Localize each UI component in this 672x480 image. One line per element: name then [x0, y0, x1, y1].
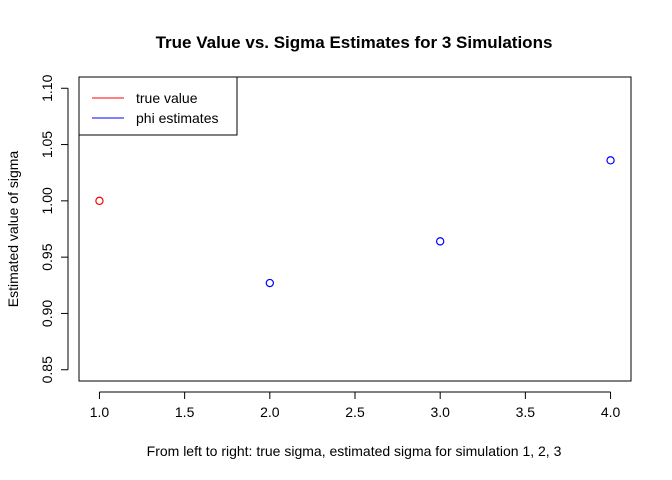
- legend: true value phi estimates: [78, 76, 238, 136]
- phi-estimate-point-2: [435, 237, 445, 246]
- x-axis: 1.0 1.5 2.0 2.5 3.0 3.5 4.0: [90, 391, 621, 420]
- legend-box: [78, 76, 238, 136]
- x-tick-label: 3.0: [430, 404, 450, 420]
- x-tick-label: 1.0: [90, 404, 110, 420]
- x-tick-label: 2.5: [345, 404, 365, 420]
- x-tick-label: 3.5: [516, 404, 536, 420]
- phi-estimate-point-3: [606, 156, 615, 165]
- x-tick-label: 1.5: [175, 404, 195, 420]
- x-tick-label: 4.0: [601, 404, 621, 420]
- y-tick-label: 0.85: [39, 356, 55, 383]
- plot-frame: [78, 76, 632, 382]
- chart-title: True Value vs. Sigma Estimates for 3 Sim…: [156, 33, 553, 52]
- y-tick-label: 1.00: [39, 187, 55, 214]
- y-axis-label: Estimated value of sigma: [5, 151, 21, 308]
- legend-label-true-value: true value: [136, 90, 198, 106]
- phi-estimate-point-1: [265, 278, 275, 288]
- true-value-point-1: [95, 196, 104, 206]
- y-tick-label: 1.10: [39, 74, 55, 101]
- y-tick-label: 1.05: [39, 131, 55, 158]
- y-tick-label: 0.95: [39, 243, 55, 270]
- legend-label-phi-estimates: phi estimates: [136, 110, 218, 126]
- y-tick-label: 0.90: [39, 300, 55, 327]
- y-axis: 0.85 0.90 0.95 1.00 1.05 1.10: [39, 74, 69, 383]
- x-tick-label: 2.0: [260, 404, 280, 420]
- data-points: [95, 156, 615, 288]
- x-axis-label: From left to right: true sigma, estimate…: [147, 443, 562, 459]
